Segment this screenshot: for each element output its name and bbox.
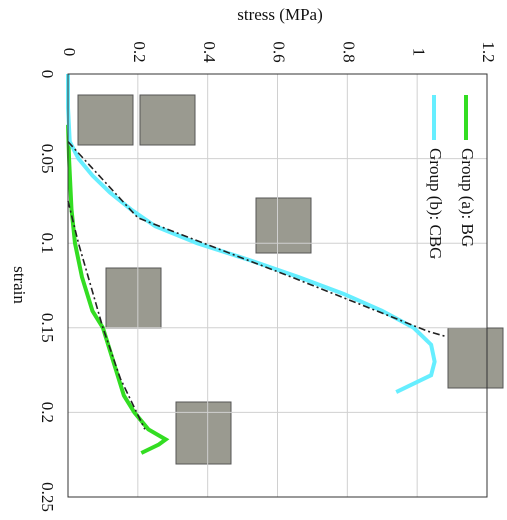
strain-tick-label: 0.25: [38, 482, 57, 512]
plot-frame: [67, 73, 488, 498]
legend-label: Group (b): CBG: [426, 148, 445, 259]
strain-axis-title: strain: [10, 266, 29, 304]
stress-tick-label: 0.2: [130, 41, 149, 62]
series-line: [66, 74, 437, 394]
series-line: [67, 200, 146, 430]
stress-tick-label: 0.8: [339, 41, 358, 62]
stress-tick-label: 1: [409, 48, 428, 57]
stress-tick-label: 1.2: [479, 41, 498, 62]
stress-tick-label: 0.6: [270, 41, 289, 62]
strain-tick-label: 0: [38, 70, 57, 79]
strain-tick-label: 0.05: [38, 144, 57, 174]
strain-tick-label: 0.1: [38, 233, 57, 254]
stress-tick-label: 0.4: [200, 41, 219, 63]
strain-tick-label: 0.15: [38, 313, 57, 343]
strain-tick-label: 0.2: [38, 402, 57, 423]
photos: [77, 94, 504, 465]
stress-tick-label: 0: [60, 48, 79, 57]
series-line: [67, 141, 446, 338]
stress-axis-title: stress (MPa): [237, 5, 322, 24]
legend-label: Group (a): BG: [458, 148, 477, 247]
